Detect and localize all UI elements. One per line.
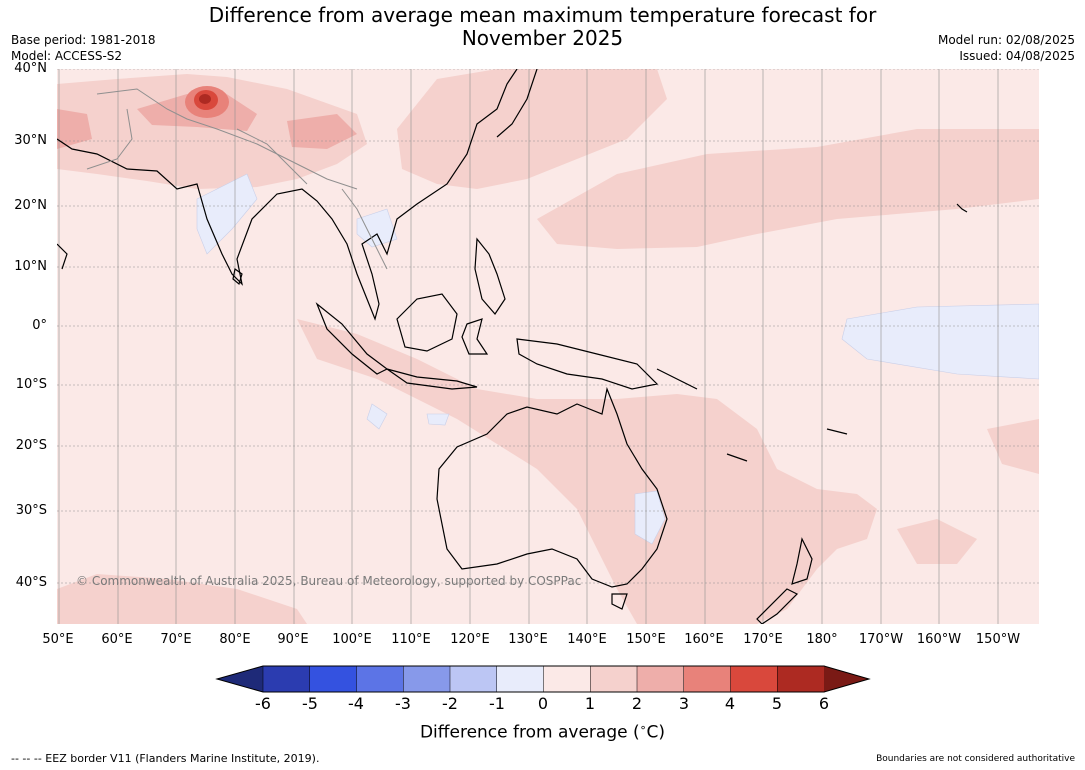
lat-label: 10°N: [14, 259, 47, 274]
lon-label: 140°E: [567, 632, 607, 647]
colorbar-label-degree: ∘: [639, 721, 647, 734]
colorbar-swatch: [449, 665, 498, 693]
colorbar-tick: 0: [537, 694, 549, 713]
colorbar-tick: 6: [818, 694, 830, 713]
colorbar-swatch: [356, 665, 404, 693]
lon-label: 160°E: [684, 632, 724, 647]
colorbar-tick: -3: [395, 694, 411, 713]
colorbar-label-suffix: ): [658, 722, 666, 743]
title-line-2: November 2025: [461, 26, 624, 50]
graticule-lines: [57, 69, 1039, 624]
colorbar-tick: 2: [631, 694, 643, 713]
colorbar-swatch: [590, 665, 638, 693]
colorbar-outline: [215, 665, 871, 693]
meta-left: Base period: 1981-2018 Model: ACCESS-S2: [11, 32, 156, 64]
colorbar-tick: 4: [724, 694, 736, 713]
lon-label: 60°E: [101, 632, 133, 647]
lon-label: 100°E: [332, 632, 372, 647]
lat-label: 30°N: [14, 133, 47, 148]
base-period: Base period: 1981-2018: [11, 33, 156, 47]
lon-label: 170°E: [743, 632, 783, 647]
colorbar-tick: -1: [489, 694, 505, 713]
model-run: Model run: 02/08/2025: [937, 33, 1075, 47]
lon-label: 130°E: [508, 632, 548, 647]
colorbar-tick: 1: [584, 694, 596, 713]
lat-label: 20°S: [15, 438, 47, 453]
colorbar-tick: -5: [302, 694, 318, 713]
colorbar-swatch: [730, 665, 778, 693]
colorbar: [215, 665, 871, 693]
lat-label: 30°S: [15, 503, 47, 518]
colorbar-tick: -2: [442, 694, 458, 713]
colorbar-tick: 3: [678, 694, 690, 713]
model-name: Model: ACCESS-S2: [11, 49, 123, 63]
country-borders: [86, 88, 388, 270]
map-svg: [57, 69, 1039, 624]
coastlines: [57, 69, 968, 624]
colorbar-tick: -4: [348, 694, 364, 713]
lon-label: 70°E: [160, 632, 192, 647]
colorbar-label-prefix: Difference from average (: [419, 722, 640, 743]
lat-label: 40°N: [14, 61, 47, 76]
lat-label: 10°S: [15, 377, 47, 392]
lon-label: 150°W: [975, 632, 1021, 647]
lon-label: 160°W: [916, 632, 962, 647]
issued-date: Issued: 04/08/2025: [959, 49, 1075, 63]
eez-legend: -- -- -- EEZ border V11 (Flanders Marine…: [11, 752, 320, 765]
anomaly-strong-positive: [57, 86, 357, 149]
colorbar-swatch: [309, 665, 358, 693]
forecast-map: [57, 69, 1039, 624]
lat-label: 0°: [32, 318, 47, 333]
lon-label: 90°E: [277, 632, 309, 647]
title-line-1: Difference from average mean maximum tem…: [208, 3, 877, 27]
colorbar-swatch: [683, 665, 732, 693]
lon-label: 80°E: [219, 632, 251, 647]
colorbar-swatch: [496, 665, 545, 693]
colorbar-swatch: [262, 665, 311, 693]
colorbar-label: Difference from average (∘C): [0, 721, 1085, 743]
colorbar-swatch: [777, 665, 825, 693]
colorbar-tick: 5: [771, 694, 783, 713]
lon-label: 110°E: [391, 632, 431, 647]
map-title: Difference from average mean maximum tem…: [0, 4, 1085, 50]
lat-label: 20°N: [14, 198, 47, 213]
lon-label: 50°E: [42, 632, 74, 647]
copyright-credit: © Commonwealth of Australia 2025, Bureau…: [76, 574, 582, 588]
lon-label: 120°E: [450, 632, 490, 647]
colorbar-swatch: [636, 665, 685, 693]
colorbar-tick: -6: [255, 694, 271, 713]
colorbar-swatch: [217, 666, 263, 692]
lat-label: 40°S: [15, 575, 47, 590]
boundaries-note: Boundaries are not considered authoritat…: [876, 754, 1075, 764]
anomaly-negative-regions: [196, 173, 1039, 545]
colorbar-label-unit: C: [646, 722, 659, 743]
colorbar-swatch: [403, 665, 451, 693]
lon-label: 180°: [806, 632, 838, 647]
colorbar-swatch: [543, 665, 591, 693]
meta-right: Model run: 02/08/2025 Issued: 04/08/2025: [938, 32, 1075, 64]
lon-label: 170°W: [858, 632, 904, 647]
colorbar-swatch: [824, 666, 869, 692]
colorbar-swatches: [217, 665, 869, 693]
lon-label: 150°E: [626, 632, 666, 647]
